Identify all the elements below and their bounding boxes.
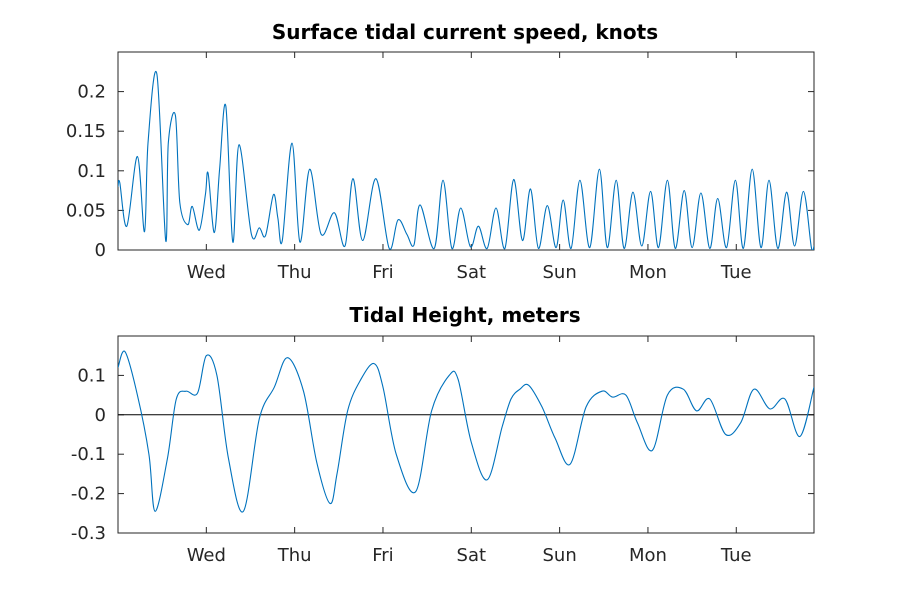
y-tick-label: -0.3 [71,523,106,544]
x-tick-label: Mon [629,262,667,283]
x-tick-label: Sun [542,545,576,566]
tidal-height-panel: Tidal Height, meters -0.3 -0.2 -0.1 0 0.1 Wed… [71,303,815,566]
x-tick-label: Tue [720,545,752,566]
series-line [118,70,814,250]
plot-area [117,51,815,251]
y-tick-label: 0 [95,405,106,426]
chart-title: Tidal Height, meters [349,303,580,327]
current-speed-panel: Surface tidal current speed, knots 0 0.05… [66,20,815,283]
y-tick-label: 0.15 [66,121,106,142]
y-tick-label: 0.1 [77,161,106,182]
y-tick-label: 0 [95,240,106,261]
x-tick-label: Sun [542,262,576,283]
y-tick-label: -0.1 [71,444,106,465]
y-tick-label: 0.2 [77,82,106,103]
x-tick-label: Thu [277,262,312,283]
y-tick-label: 0.1 [77,365,106,386]
x-tick-label: Fri [372,262,393,283]
x-tick-label: Mon [629,545,667,566]
x-tick-label: Wed [187,545,226,566]
y-tick-label: -0.2 [71,484,106,505]
series-line [118,350,814,513]
x-tick-label: Wed [187,262,226,283]
chart-title: Surface tidal current speed, knots [272,20,658,44]
x-tick-label: Tue [720,262,752,283]
x-tick-label: Sat [457,545,487,566]
x-tick-label: Thu [277,545,312,566]
plot-area [117,335,815,534]
y-tick-label: 0.05 [66,200,106,221]
x-tick-label: Sat [457,262,487,283]
x-tick-label: Fri [372,545,393,566]
